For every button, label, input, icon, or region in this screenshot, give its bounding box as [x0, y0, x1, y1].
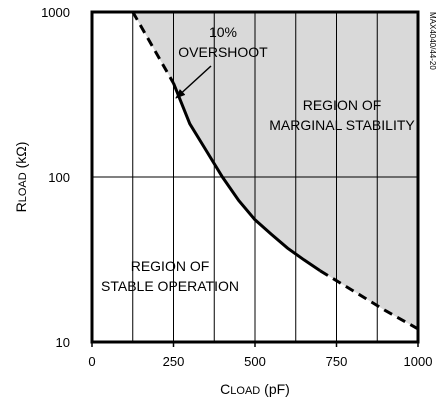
curve-dashed-end: [319, 269, 419, 331]
x-axis-title-sub: LOAD: [230, 385, 260, 397]
x-tick-label: 1000: [404, 354, 433, 369]
x-axis-title-main: C: [220, 381, 230, 397]
x-tick-label: 250: [163, 354, 185, 369]
overshoot-annotation-line2: OVERSHOOT: [178, 44, 268, 60]
y-axis-title: RLOAD (kΩ): [13, 142, 29, 213]
figure-id: MAX4040/44-20: [428, 12, 437, 70]
x-tick-label: 750: [326, 354, 348, 369]
y-tick-label: 1000: [41, 5, 70, 20]
y-axis-title-main: R: [13, 202, 29, 212]
vertical-gridlines: [132, 12, 378, 342]
y-tick-label: 100: [48, 170, 70, 185]
overshoot-arrow: [175, 65, 212, 99]
marginal-annotation-line2: MARGINAL STABILITY: [269, 117, 415, 133]
y-axis-title-sub: LOAD: [17, 172, 29, 202]
x-axis-title-unit: (pF): [260, 381, 290, 397]
stable-annotation-line2: STABLE OPERATION: [101, 278, 239, 294]
y-axis-ticks: 10 100 1000: [41, 5, 70, 350]
marginal-annotation-line1: REGION OF: [303, 97, 382, 113]
overshoot-annotation-line1: 10%: [209, 24, 237, 40]
x-tick-label: 0: [88, 354, 95, 369]
x-axis-ticks: 0 250 500 750 1000: [88, 342, 432, 369]
marginal-stability-shading: [132, 12, 419, 329]
curve-dashed-start: [131, 11, 175, 84]
stability-boundary-curve: [172, 82, 322, 273]
x-tick-label: 500: [244, 354, 266, 369]
y-axis-title-unit: (kΩ): [13, 142, 29, 173]
stable-annotation-line1: REGION OF: [131, 258, 210, 274]
y-tick-label: 10: [56, 335, 70, 350]
x-axis-title: CLOAD (pF): [220, 381, 290, 397]
